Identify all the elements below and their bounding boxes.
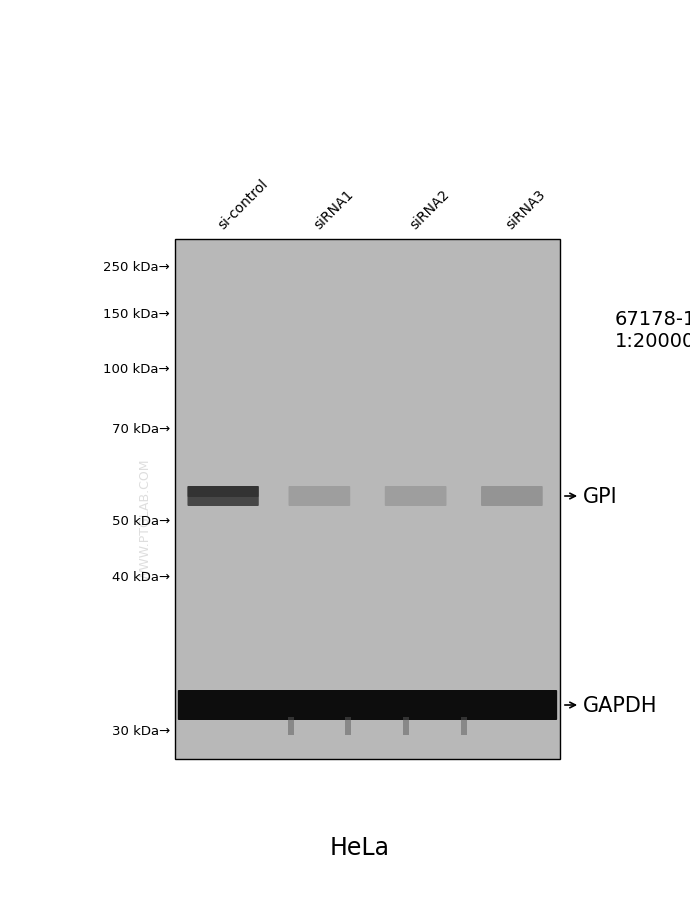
Text: 70 kDa→: 70 kDa→ xyxy=(112,423,170,436)
FancyBboxPatch shape xyxy=(188,486,259,506)
Text: 67178-1-Ig
1:20000: 67178-1-Ig 1:20000 xyxy=(615,309,690,351)
Text: 150 kDa→: 150 kDa→ xyxy=(104,308,170,321)
Text: 100 kDa→: 100 kDa→ xyxy=(104,364,170,376)
Text: 50 kDa→: 50 kDa→ xyxy=(112,515,170,528)
Text: siRNA1: siRNA1 xyxy=(311,187,356,232)
Text: GAPDH: GAPDH xyxy=(583,695,658,715)
FancyBboxPatch shape xyxy=(178,690,557,720)
Bar xyxy=(403,717,409,735)
FancyBboxPatch shape xyxy=(288,486,351,506)
Text: 30 kDa→: 30 kDa→ xyxy=(112,724,170,738)
Text: WWW.PTGLAB.COM: WWW.PTGLAB.COM xyxy=(139,458,152,581)
Text: siRNA3: siRNA3 xyxy=(504,187,549,232)
Bar xyxy=(461,717,466,735)
Text: siRNA2: siRNA2 xyxy=(408,187,453,232)
Bar xyxy=(288,717,293,735)
Text: 250 kDa→: 250 kDa→ xyxy=(104,262,170,274)
Text: 40 kDa→: 40 kDa→ xyxy=(112,571,170,584)
Bar xyxy=(345,717,351,735)
FancyBboxPatch shape xyxy=(188,486,259,497)
Text: si-control: si-control xyxy=(215,177,270,232)
FancyBboxPatch shape xyxy=(481,486,543,506)
Bar xyxy=(175,240,560,759)
FancyBboxPatch shape xyxy=(385,486,446,506)
Text: GPI: GPI xyxy=(583,486,618,506)
Text: HeLa: HeLa xyxy=(330,835,390,859)
